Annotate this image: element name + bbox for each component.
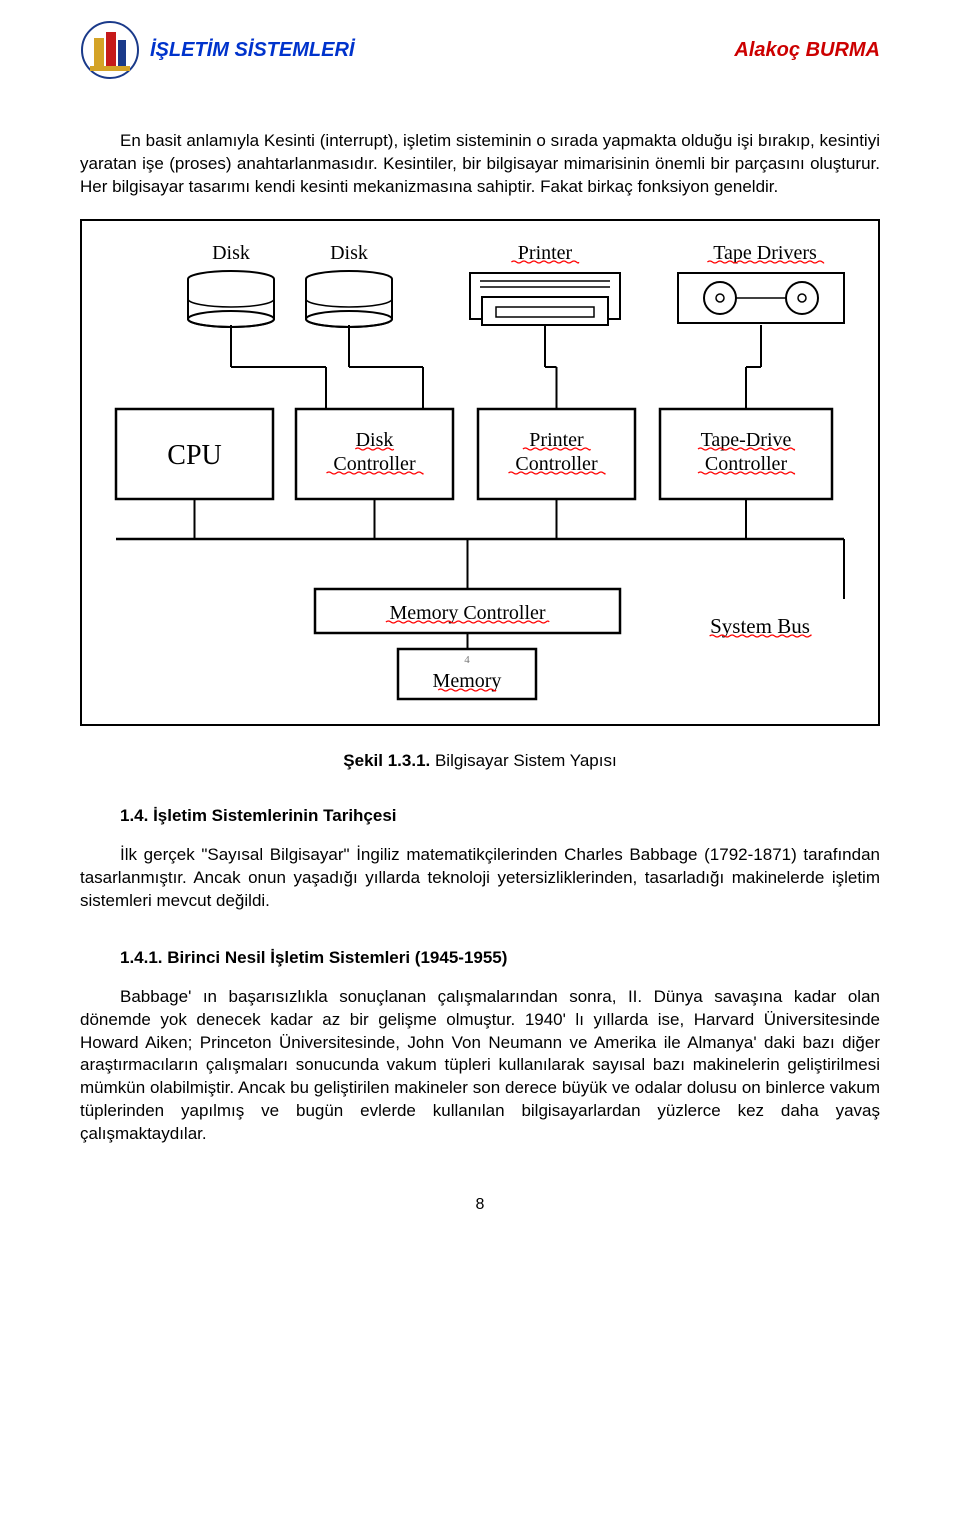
- paragraph-first-gen: Babbage' ın başarısızlıkla sonuçlanan ça…: [80, 986, 880, 1147]
- svg-text:Controller: Controller: [705, 453, 788, 475]
- header-left: İŞLETİM SİSTEMLERİ: [80, 20, 354, 80]
- university-logo: [80, 20, 140, 80]
- svg-text:System Bus: System Bus: [710, 614, 810, 638]
- caption-rest: Bilgisayar Sistem Yapısı: [430, 751, 616, 770]
- system-diagram: DiskDiskPrinterTape DriversCPUDiskContro…: [100, 239, 860, 709]
- svg-text:Controller: Controller: [333, 453, 416, 475]
- caption-prefix: Şekil 1.3.1.: [343, 751, 430, 770]
- header-title-left: İŞLETİM SİSTEMLERİ: [150, 39, 354, 62]
- svg-text:Disk: Disk: [330, 242, 368, 264]
- figure-system-structure: DiskDiskPrinterTape DriversCPUDiskContro…: [80, 219, 880, 726]
- svg-text:4: 4: [464, 654, 470, 666]
- svg-text:Tape-Drive: Tape-Drive: [701, 429, 792, 451]
- header-title-right: Alakoç BURMA: [734, 39, 880, 62]
- paragraph-history: İlk gerçek "Sayısal Bilgisayar" İngiliz …: [80, 844, 880, 913]
- section-1-4-1-heading: 1.4.1. Birinci Nesil İşletim Sistemleri …: [120, 948, 880, 968]
- figure-caption: Şekil 1.3.1. Bilgisayar Sistem Yapısı: [80, 751, 880, 771]
- svg-text:CPU: CPU: [167, 440, 221, 471]
- page-header: İŞLETİM SİSTEMLERİ Alakoç BURMA: [80, 20, 880, 80]
- paragraph-intro: En basit anlamıyla Kesinti (interrupt), …: [80, 130, 880, 199]
- svg-text:Controller: Controller: [515, 453, 598, 475]
- page-number: 8: [80, 1196, 880, 1214]
- svg-text:Disk: Disk: [212, 242, 250, 264]
- section-1-4-heading: 1.4. İşletim Sistemlerinin Tarihçesi: [120, 806, 880, 826]
